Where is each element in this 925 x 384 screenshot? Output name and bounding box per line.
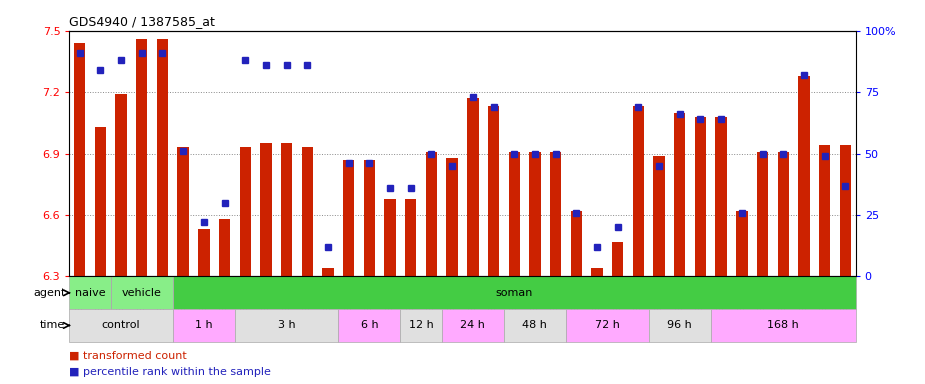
Bar: [302, 147, 313, 276]
Bar: [240, 147, 251, 276]
Bar: [736, 211, 747, 276]
Bar: [612, 242, 623, 276]
Bar: [339, 309, 401, 342]
Bar: [173, 309, 235, 342]
Bar: [111, 276, 173, 309]
Bar: [710, 309, 856, 342]
Bar: [426, 152, 438, 276]
Text: 1 h: 1 h: [195, 320, 213, 331]
Bar: [529, 152, 540, 276]
Bar: [198, 229, 210, 276]
Text: 72 h: 72 h: [595, 320, 620, 331]
Bar: [178, 147, 189, 276]
Bar: [504, 309, 566, 342]
Bar: [653, 156, 665, 276]
Bar: [173, 276, 856, 309]
Bar: [447, 158, 458, 276]
Bar: [343, 160, 354, 276]
Text: 24 h: 24 h: [461, 320, 486, 331]
Bar: [509, 152, 520, 276]
Bar: [385, 199, 396, 276]
Bar: [74, 43, 85, 276]
Bar: [674, 113, 685, 276]
Bar: [715, 117, 727, 276]
Text: 3 h: 3 h: [278, 320, 295, 331]
Bar: [487, 106, 500, 276]
Text: ■ percentile rank within the sample: ■ percentile rank within the sample: [69, 367, 271, 377]
Bar: [467, 98, 478, 276]
Bar: [695, 117, 706, 276]
Text: naive: naive: [75, 288, 105, 298]
Bar: [633, 106, 644, 276]
Bar: [591, 268, 603, 276]
Bar: [442, 309, 504, 342]
Bar: [798, 76, 809, 276]
Bar: [322, 268, 334, 276]
Bar: [94, 127, 106, 276]
Bar: [281, 143, 292, 276]
Bar: [819, 146, 831, 276]
Bar: [840, 146, 851, 276]
Text: soman: soman: [496, 288, 533, 298]
Bar: [157, 39, 168, 276]
Text: 96 h: 96 h: [667, 320, 692, 331]
Text: ■ transformed count: ■ transformed count: [69, 350, 187, 360]
Bar: [648, 309, 710, 342]
Bar: [405, 199, 416, 276]
Bar: [571, 211, 582, 276]
Bar: [364, 160, 375, 276]
Bar: [401, 309, 442, 342]
Bar: [235, 309, 339, 342]
Bar: [566, 309, 648, 342]
Text: GDS4940 / 1387585_at: GDS4940 / 1387585_at: [69, 15, 216, 28]
Text: 6 h: 6 h: [361, 320, 378, 331]
Bar: [69, 276, 111, 309]
Bar: [136, 39, 147, 276]
Text: control: control: [102, 320, 141, 331]
Text: 168 h: 168 h: [768, 320, 799, 331]
Text: time: time: [40, 320, 66, 331]
Bar: [219, 219, 230, 276]
Bar: [550, 152, 561, 276]
Bar: [69, 309, 173, 342]
Text: agent: agent: [33, 288, 66, 298]
Text: 48 h: 48 h: [523, 320, 548, 331]
Text: 12 h: 12 h: [409, 320, 434, 331]
Bar: [757, 152, 768, 276]
Bar: [116, 94, 127, 276]
Bar: [260, 143, 272, 276]
Text: vehicle: vehicle: [122, 288, 162, 298]
Bar: [778, 152, 789, 276]
